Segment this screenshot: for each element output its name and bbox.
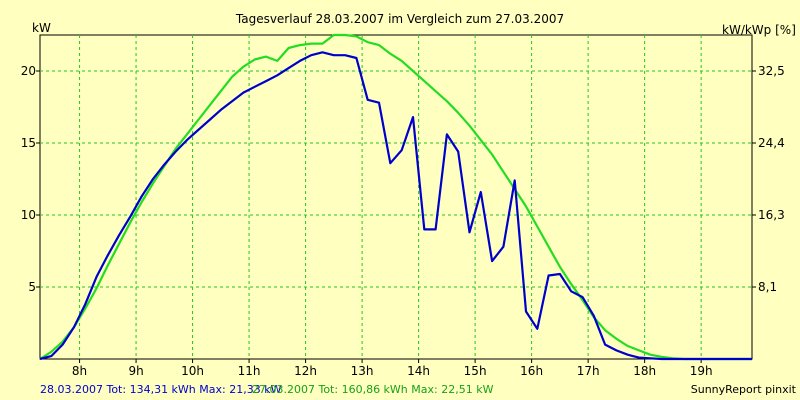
x-axis: 8h 9h 10h 11h 12h 13h 14h 15h 16h 17h 18h 19h	[72, 359, 713, 378]
x-tick-label: 17h	[577, 364, 600, 378]
x-tick-label: 15h	[464, 364, 487, 378]
series-line-27-03-2007	[39, 33, 752, 361]
y-right-tick-label: 8,1	[758, 280, 777, 294]
x-tick-label: 16h	[520, 364, 543, 378]
series-line-28-03-2007	[39, 51, 752, 361]
x-tick-label: 13h	[351, 364, 374, 378]
legend-summary-28-03: 28.03.2007 Tot: 134,31 kWh Max: 21,33 kW	[40, 383, 282, 396]
x-tick-label: 11h	[238, 364, 261, 378]
y-axis-left: 5 10 15 20	[21, 64, 40, 294]
chart-title: Tagesverlauf 28.03.2007 im Vergleich zum…	[235, 12, 564, 26]
y-axis-right: 8,1 16,3 24,4 32,5	[752, 64, 785, 294]
y-left-tick-label: 20	[21, 64, 36, 78]
grid-lines	[40, 35, 752, 359]
y-axis-left-label: kW	[32, 21, 51, 35]
y-left-tick-label: 10	[21, 208, 36, 222]
y-left-tick-label: 5	[28, 280, 36, 294]
plot-frame	[39, 34, 753, 360]
x-tick-label: 14h	[407, 364, 430, 378]
brand-label: SunnyReport pinxit	[691, 383, 797, 396]
x-tick-label: 9h	[128, 364, 143, 378]
series-group	[39, 33, 752, 361]
y-right-tick-label: 32,5	[758, 64, 785, 78]
y-right-tick-label: 16,3	[758, 208, 785, 222]
x-tick-label: 8h	[72, 364, 87, 378]
y-left-tick-label: 15	[21, 136, 36, 150]
x-tick-label: 18h	[633, 364, 656, 378]
y-axis-right-label: kW/kWp [%]	[722, 23, 796, 37]
y-right-tick-label: 24,4	[758, 136, 785, 150]
x-tick-label: 12h	[294, 364, 317, 378]
legend-summary-27-03: 27.03.2007 Tot: 160,86 kWh Max: 22,51 kW	[252, 383, 494, 396]
x-tick-label: 10h	[181, 364, 204, 378]
x-tick-label: 19h	[690, 364, 713, 378]
